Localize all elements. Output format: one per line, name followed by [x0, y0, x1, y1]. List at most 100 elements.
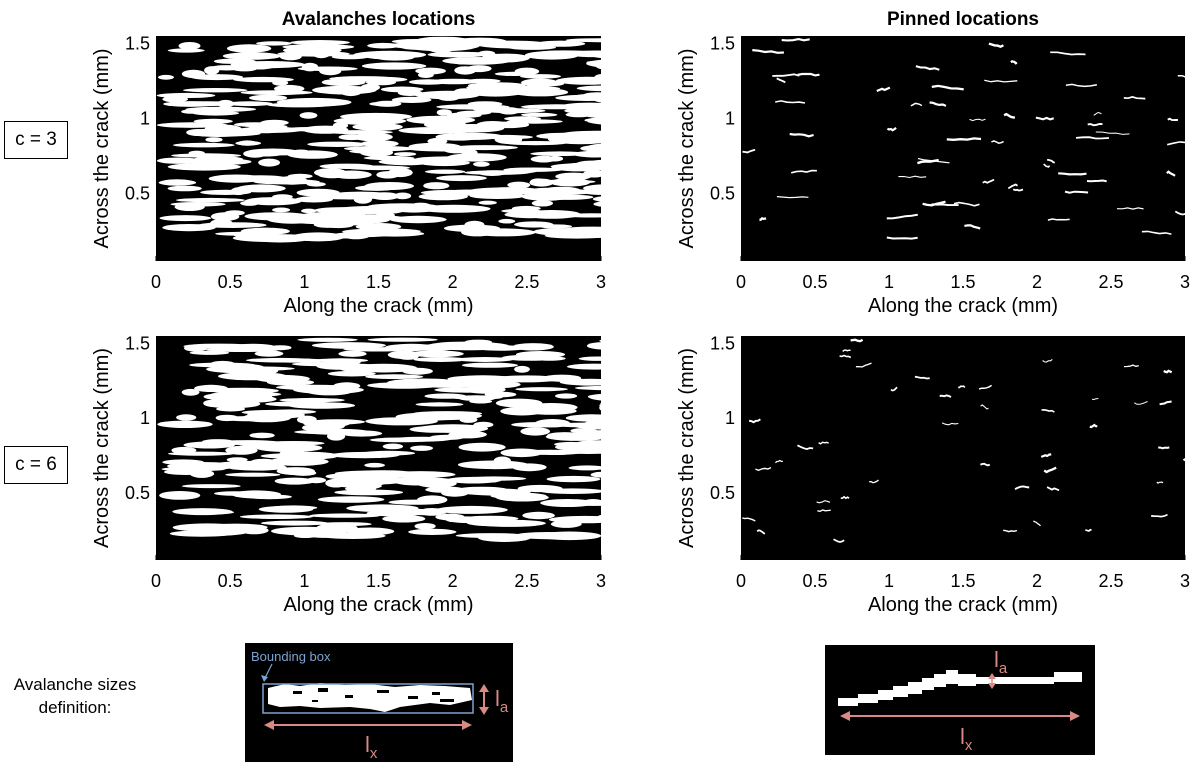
avalanche-patch: [458, 442, 506, 452]
pinned-segment: [742, 517, 756, 522]
avalanche-patch: [583, 184, 601, 193]
pinned-segment: [1123, 364, 1139, 368]
avalanche-patch: [457, 486, 507, 492]
avalanche-patch: [521, 78, 559, 87]
avalanche-patch: [262, 441, 325, 446]
avalanche-patch: [160, 179, 194, 186]
x-tick-label: 0.5: [802, 571, 827, 591]
x-axis-label: Along the crack (mm): [868, 295, 1058, 317]
pinned-segment: [1134, 401, 1148, 405]
y-tick-label: 0.5: [125, 483, 150, 503]
panel-title: Pinned locations: [887, 9, 1039, 30]
avalanche-patch: [224, 210, 245, 216]
x-axis-label: Along the crack (mm): [283, 594, 473, 616]
x-tick-label: 1: [299, 571, 309, 591]
avalanche-patch: [411, 508, 429, 515]
avalanche-patch: [176, 414, 197, 421]
avalanche-patch: [183, 343, 255, 349]
pinned-segment: [1047, 158, 1056, 164]
avalanche-patch: [226, 457, 248, 463]
x-tick-label: 3: [596, 571, 606, 591]
avalanche-patch: [408, 142, 461, 151]
avalanche-patch: [294, 429, 364, 435]
avalanche-patch: [312, 85, 377, 95]
pinned-segment: [789, 132, 814, 138]
row-label-c3: c = 3: [4, 121, 68, 159]
avalanche-patch: [555, 172, 592, 181]
panel-2: 0 0.5 1 1.5 2 2.5 3 0.5 1 1.5 Along the crack (mm)…: [91, 333, 606, 616]
avalanche-patch: [225, 472, 281, 477]
avalanche-patch: [452, 59, 475, 65]
avalanche-patch: [231, 490, 281, 499]
pinned-segment: [1159, 400, 1172, 406]
avalanche-patch: [299, 112, 318, 119]
avalanche-patch: [465, 518, 508, 527]
y-tick-label: 0.5: [710, 483, 735, 503]
avalanche-patch: [565, 111, 592, 118]
pinned-segment: [1058, 172, 1087, 176]
avalanche-patch: [158, 74, 174, 80]
avalanche-patch: [429, 434, 465, 440]
avalanche-patch: [240, 200, 259, 206]
pinned-segment: [833, 538, 845, 543]
avalanche-patch: [452, 37, 508, 46]
avalanche-patch: [274, 84, 305, 93]
avalanche-patch: [467, 101, 503, 107]
avalanche-patch: [254, 350, 284, 357]
x-tick-label: 2.5: [514, 571, 539, 591]
avalanche-patch: [216, 406, 246, 412]
pinned-segment: [781, 38, 810, 42]
avalanche-patch: [353, 470, 413, 476]
avalanche-patch: [217, 99, 235, 108]
pinned-segment: [876, 86, 891, 93]
avalanche-patch: [414, 523, 436, 530]
x-tick-label: 0.5: [218, 571, 243, 591]
avalanche-patch: [599, 339, 601, 342]
lx-label-right: lx: [960, 724, 973, 754]
avalanche-patch: [467, 82, 526, 89]
x-tick-label: 2: [448, 272, 458, 292]
pinned-segment: [1095, 131, 1130, 135]
pinned-segment: [748, 418, 761, 424]
avalanche-patch: [167, 163, 241, 171]
avalanche-patch: [297, 337, 358, 342]
avalanche-patch: [276, 97, 352, 107]
avalanche-patch: [318, 522, 372, 527]
avalanche-patch: [387, 378, 461, 387]
avalanche-patch: [361, 140, 399, 148]
avalanche-patch: [542, 374, 582, 382]
avalanche-patch: [181, 388, 200, 396]
y-tick-label: 0.5: [125, 184, 150, 204]
pinned-segment: [869, 479, 879, 484]
pinned-segment: [1010, 60, 1018, 65]
avalanche-patch: [290, 470, 317, 476]
avalanche-patch: [206, 65, 262, 70]
pinned-segment: [755, 466, 772, 472]
avalanche-patch: [384, 343, 439, 351]
avalanche-patch: [226, 44, 272, 53]
panel-3: 0 0.5 1 1.5 2 2.5 3 0.5 1 1.5 Along the crack (mm)…: [676, 333, 1190, 616]
avalanche-patch: [473, 161, 490, 167]
avalanche-patch: [454, 52, 492, 57]
pinned-segment: [1156, 481, 1164, 484]
pinned-segment: [1075, 136, 1110, 140]
avalanche-patch: [181, 69, 206, 78]
pinned-segment: [1033, 520, 1041, 527]
pinned-segment: [1064, 190, 1089, 194]
pinned-segment: [1085, 528, 1092, 532]
avalanche-patch: [461, 362, 518, 368]
pinned-segment: [840, 495, 850, 500]
avalanche-patch: [186, 129, 210, 136]
avalanche-patch: [178, 42, 201, 50]
pinned-segment: [776, 77, 786, 84]
avalanche-patch: [382, 443, 404, 450]
bounding-box-label: Bounding box: [251, 649, 331, 664]
avalanche-patch: [275, 384, 350, 391]
row-label-c6: c = 6: [4, 446, 68, 484]
avalanche-patch: [439, 486, 456, 492]
avalanche-patch: [367, 337, 438, 342]
avalanche-patch: [391, 39, 441, 44]
avalanche-patch: [290, 40, 350, 45]
avalanche-patch: [170, 202, 226, 207]
avalanche-patch: [283, 46, 342, 55]
